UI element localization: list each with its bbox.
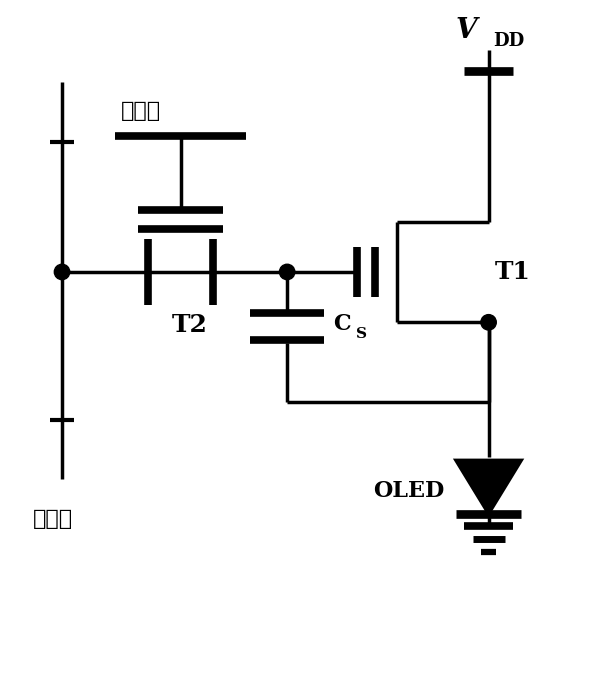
Text: DD: DD	[493, 32, 524, 50]
Circle shape	[481, 315, 496, 330]
Text: V: V	[456, 17, 477, 44]
Text: C: C	[332, 313, 350, 335]
Text: 数据线: 数据线	[32, 509, 72, 529]
Text: 扫描线: 扫描线	[121, 101, 161, 121]
Circle shape	[279, 264, 295, 280]
Text: OLED: OLED	[373, 480, 444, 502]
Text: T2: T2	[172, 313, 208, 338]
Circle shape	[54, 264, 70, 280]
Text: S: S	[356, 327, 367, 341]
Text: T1: T1	[495, 260, 530, 284]
Polygon shape	[456, 460, 521, 513]
